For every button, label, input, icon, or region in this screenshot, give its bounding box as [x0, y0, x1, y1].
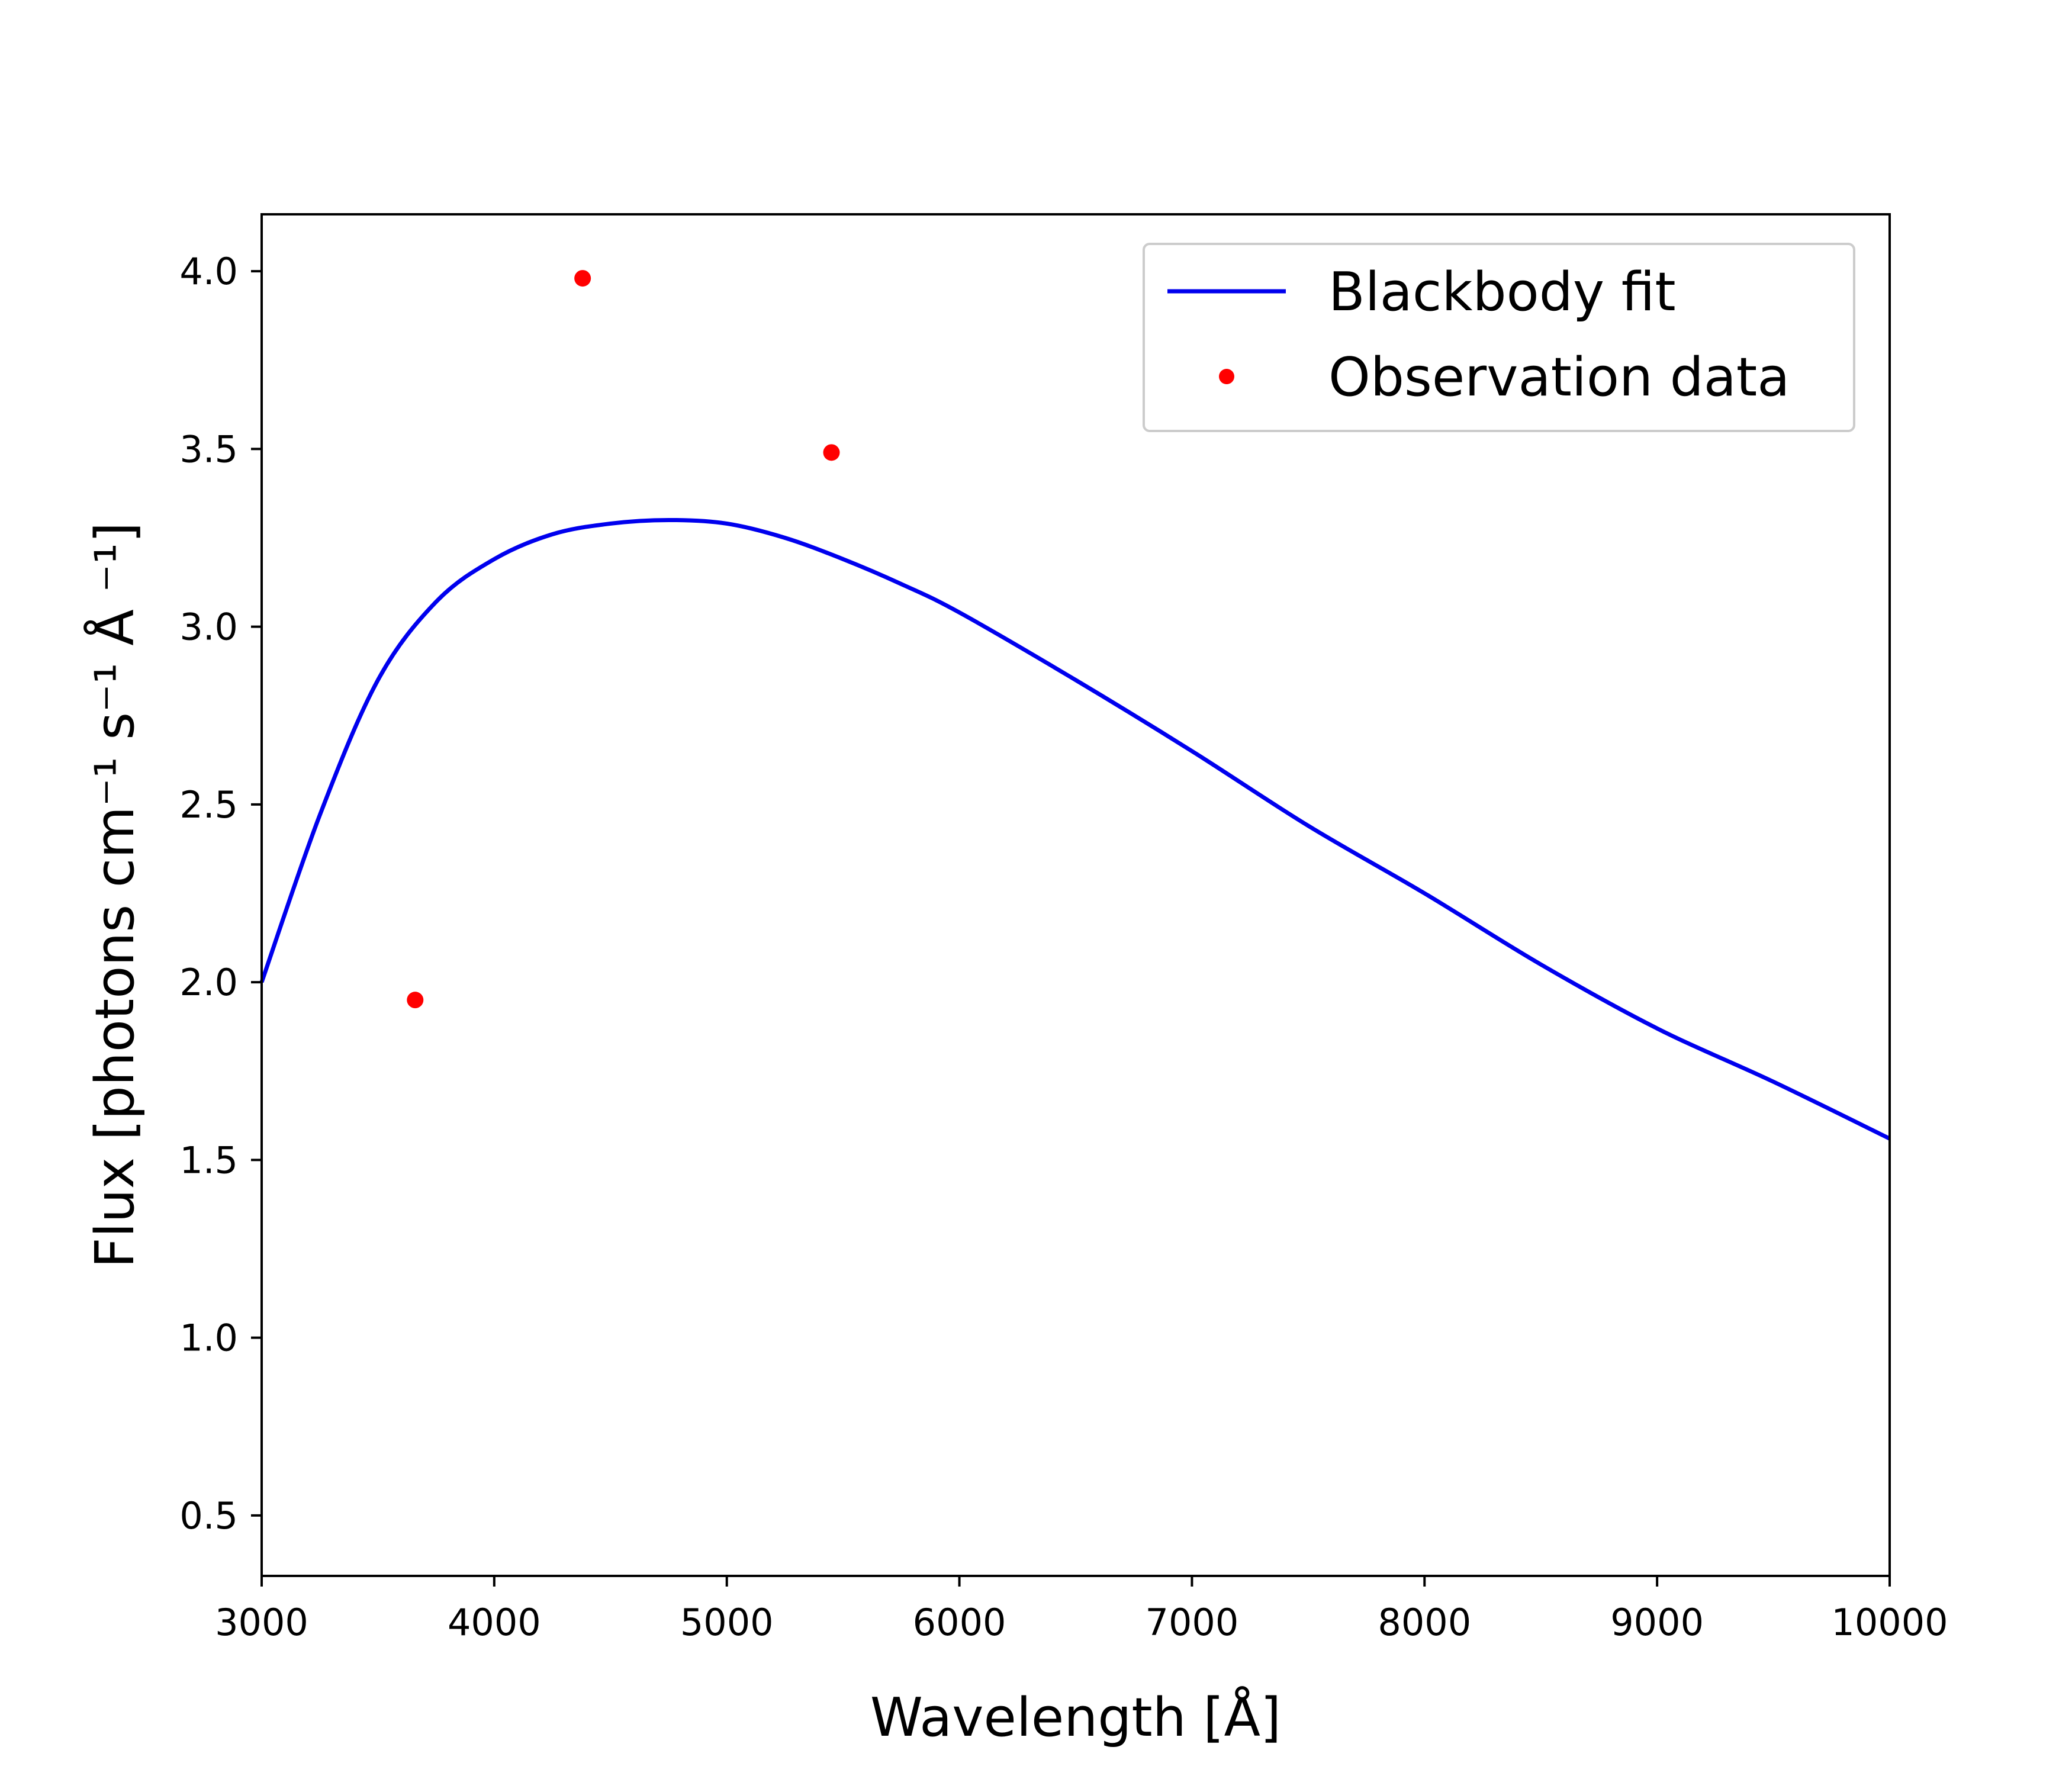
- y-tick-label: 1.0: [179, 1317, 238, 1360]
- y-tick-label: 0.5: [179, 1494, 238, 1537]
- observation-point: [407, 992, 424, 1009]
- observation-point: [574, 270, 591, 287]
- x-tick-label: 9000: [1610, 1601, 1704, 1644]
- axes-frame: [260, 213, 1891, 1577]
- legend-label-observation-data: Observation data: [1328, 346, 1790, 408]
- y-tick-label: 2.5: [179, 783, 238, 826]
- x-tick-label: 7000: [1146, 1601, 1239, 1644]
- x-tick-label: 5000: [680, 1601, 774, 1644]
- legend: Blackbody fit Observation data: [1143, 243, 1855, 432]
- x-tick-label: 6000: [913, 1601, 1006, 1644]
- legend-label-blackbody-fit: Blackbody fit: [1328, 261, 1676, 323]
- x-tick-label: 3000: [215, 1601, 308, 1644]
- plot-area: [259, 270, 1891, 1141]
- x-tick-label: 4000: [448, 1601, 541, 1644]
- x-axis: 3000 4000 5000 6000 7000 8000 9000 10000: [215, 1576, 1948, 1644]
- y-tick-label: 1.5: [179, 1138, 238, 1182]
- x-tick-label: 8000: [1378, 1601, 1471, 1644]
- y-tick-label: 2.0: [179, 961, 238, 1004]
- x-axis-label: Wavelength [Å]: [870, 1685, 1281, 1749]
- legend-box: [1143, 243, 1855, 432]
- x-tick-label: 10000: [1831, 1601, 1948, 1644]
- legend-dot-swatch: [1219, 369, 1234, 384]
- y-tick-label: 3.0: [179, 606, 238, 649]
- y-tick-label: 4.0: [179, 250, 238, 293]
- y-axis: 0.5 1.0 1.5 2.0 2.5 3.0 3.5 4.0: [179, 250, 262, 1537]
- y-tick-label: 3.5: [179, 427, 238, 471]
- y-axis-label: Flux [photons cm⁻¹ s⁻¹ Å ⁻¹]: [83, 522, 146, 1268]
- series-line-blackbody-fit: [259, 517, 1891, 1141]
- observation-point: [823, 444, 840, 461]
